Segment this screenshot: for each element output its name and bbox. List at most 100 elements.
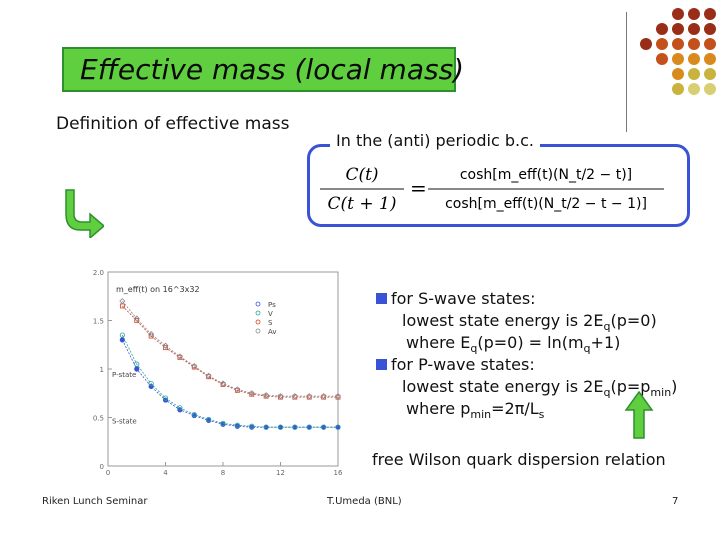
decorative-dot [688, 68, 700, 80]
x-tick-label: 16 [334, 469, 343, 477]
data-point-Av [133, 315, 140, 322]
data-point-V [220, 420, 226, 426]
data-point-V [119, 332, 125, 338]
decorative-dot [672, 83, 684, 95]
decorative-dot [640, 38, 652, 50]
data-point-V [321, 424, 327, 430]
decorative-dot [704, 8, 716, 20]
dispersion-note: free Wilson quark dispersion relation [372, 450, 666, 469]
data-point-V [263, 424, 269, 430]
data-point-V [277, 424, 284, 430]
annotation-s-state: S-state [112, 417, 137, 425]
decorative-dot-grid [640, 8, 720, 108]
effective-mass-formula: C(t) C(t + 1) = cosh[m_eff(t)(N_t/2 − t)… [320, 165, 664, 214]
data-point-Av [191, 363, 198, 370]
decorative-dot [656, 53, 668, 65]
decorative-dot [672, 68, 684, 80]
formula-lhs-denominator: C(t + 1) [328, 194, 397, 214]
decorative-dot [688, 23, 700, 35]
data-point-Av [205, 372, 212, 379]
legend-marker-V [255, 310, 261, 316]
chart-plot-area [107, 271, 339, 467]
data-point-Av [291, 393, 298, 400]
data-point-Av [248, 390, 255, 397]
data-point-Av [306, 393, 313, 400]
bullet-s-wave: for S-wave states: [376, 288, 677, 310]
data-point-Av [176, 353, 183, 360]
up-arrow-icon [624, 390, 654, 439]
decorative-dot [688, 8, 700, 20]
page-number: 7 [672, 496, 679, 507]
decorative-dot [656, 38, 668, 50]
decorative-dot [704, 38, 716, 50]
data-point-Av [320, 393, 327, 400]
data-point-V [292, 424, 298, 430]
bullet-s-wave-line1: lowest state energy is 2Eq(p=0) [402, 311, 657, 333]
data-point-V [335, 424, 341, 430]
y-tick-label: 0.5 [93, 415, 104, 423]
data-point-Ps [134, 366, 140, 372]
x-tick-label: 8 [221, 469, 225, 477]
title-box [62, 47, 456, 92]
definition-heading: Definition of effective mass [56, 114, 290, 134]
bullet-p-wave: for P-wave states: [376, 354, 677, 376]
data-point-Av [162, 342, 169, 349]
series-line-Ps [122, 339, 338, 428]
legend-label-V: V [268, 310, 273, 318]
annotation-p-state: P-state [112, 371, 136, 379]
y-tick-label: 2.0 [93, 269, 104, 277]
data-point-Av [334, 393, 342, 400]
data-point-S [163, 345, 168, 351]
data-point-V [306, 424, 312, 430]
bullet-s-wave-line2: where Eq(p=0) = ln(mq+1) [406, 333, 621, 355]
legend-label-Ps: Ps [268, 301, 276, 309]
decorative-dot [704, 68, 716, 80]
formula-rhs-numerator: cosh[m_eff(t)(N_t/2 − t)] [460, 167, 632, 183]
bullet-p-wave-line2: where pmin=2π/Ls [406, 399, 545, 421]
curved-arrow-icon [65, 189, 104, 238]
decorative-dot [688, 53, 700, 65]
decorative-dot [704, 53, 716, 65]
data-point-V [191, 411, 197, 418]
decorative-dot [656, 23, 668, 35]
data-point-V [148, 380, 154, 387]
bullet-square-icon [376, 359, 387, 370]
decorative-dot [688, 38, 700, 50]
x-tick-label: 4 [163, 469, 168, 477]
legend-marker-S [255, 319, 261, 325]
formula-rhs-denominator: cosh[m_eff(t)(N_t/2 − t − 1)] [445, 196, 647, 212]
x-tick-label: 0 [106, 469, 110, 477]
data-point-Av [277, 393, 284, 400]
decorative-dot [672, 38, 684, 50]
decorative-dot [704, 83, 716, 95]
data-point-V [206, 416, 212, 423]
slide-title: Effective mass (local mass) [80, 53, 465, 86]
effective-mass-chart: 0 0.5 1 1.5 2.0 0 4 8 12 16 m_eff(t) on 16^3x32 PsV… [93, 269, 343, 477]
bullet-square-icon [376, 293, 387, 304]
x-tick-label: 12 [276, 469, 285, 477]
chart-title: m_eff(t) on 16^3x32 [116, 285, 200, 294]
footer-left: Riken Lunch Seminar [42, 496, 148, 507]
bullet-list: for S-wave states: lowest state energy i… [376, 288, 677, 420]
legend-marker-Av [255, 328, 261, 334]
data-point-V [134, 361, 140, 367]
y-tick-label: 1.5 [93, 318, 104, 326]
data-point-V [234, 422, 240, 428]
bullet-p-wave-line1: lowest state energy is 2Eq(p=pmin) [402, 377, 678, 399]
data-point-V [249, 423, 255, 429]
data-point-Av [148, 331, 155, 338]
formula-label: In the (anti) periodic b.c. [330, 131, 540, 150]
data-point-Av [119, 298, 126, 305]
data-point-V [162, 395, 169, 401]
decorative-dot [672, 8, 684, 20]
data-point-Av [219, 380, 227, 387]
legend-label-Av: Av [268, 328, 277, 336]
series-line-V [122, 334, 338, 428]
legend-label-S: S [268, 319, 273, 327]
data-point-Av [234, 386, 241, 393]
decorative-dot [688, 83, 700, 95]
data-point-Av [263, 392, 270, 399]
decorative-dot [704, 23, 716, 35]
data-point-V [177, 405, 183, 411]
series-line-S [122, 305, 338, 398]
